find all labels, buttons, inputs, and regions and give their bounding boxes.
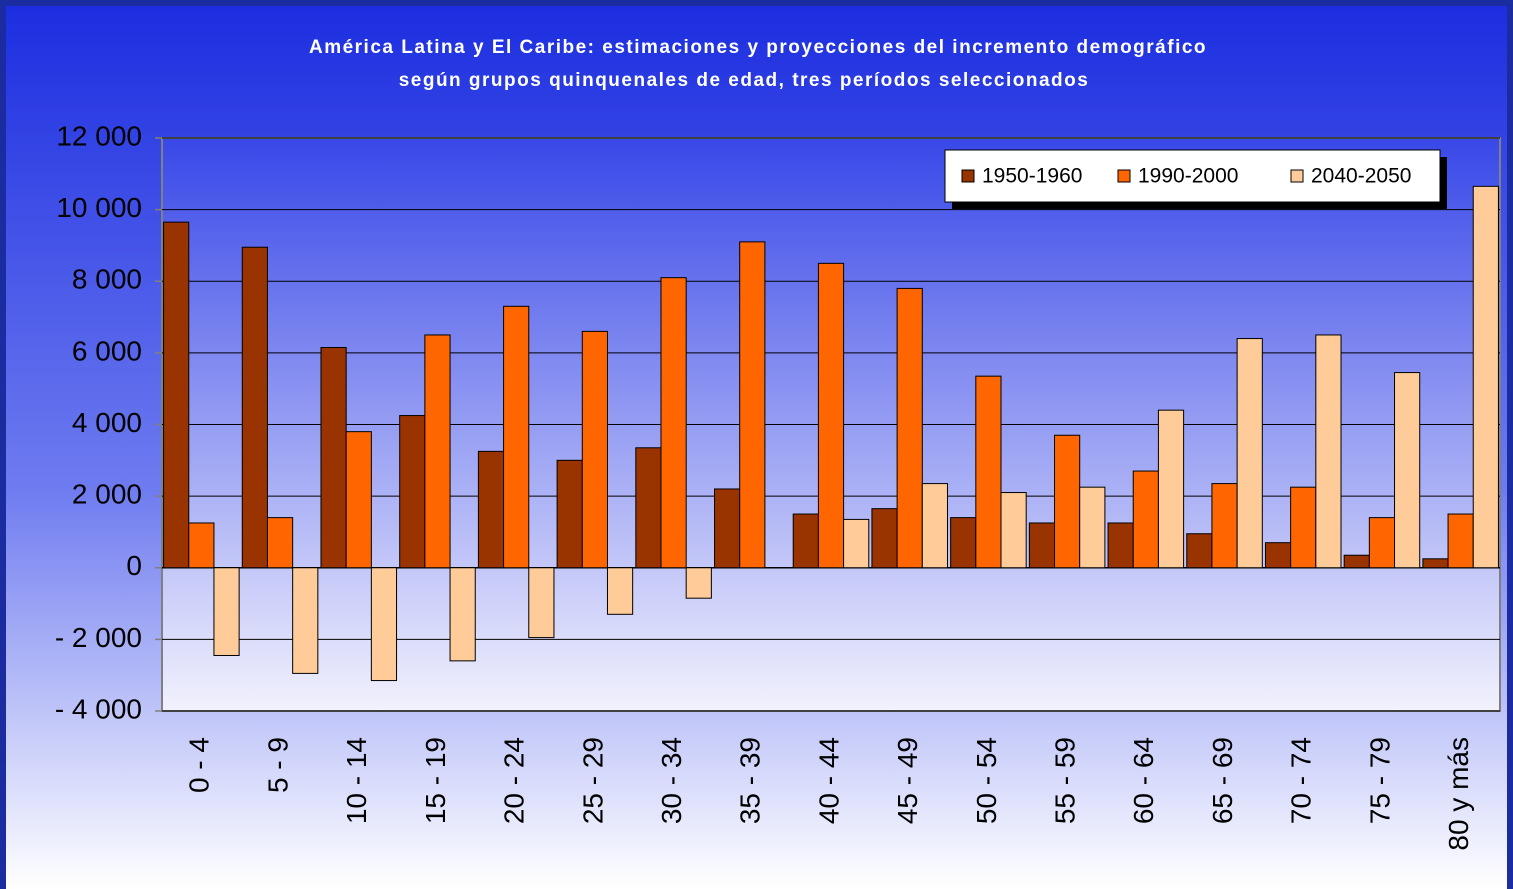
legend-label: 2040-2050 [1311, 165, 1411, 188]
x-tick-label: 70 - 74 [1286, 737, 1317, 824]
bar [1290, 486, 1317, 569]
x-tick-label: 45 - 49 [892, 737, 923, 824]
bar [950, 517, 977, 569]
bar [1447, 513, 1474, 569]
x-tick-label: 65 - 69 [1207, 737, 1238, 824]
chart-title: América Latina y El Caribe: estimaciones… [309, 37, 1207, 58]
bar [449, 567, 476, 662]
bar [1079, 486, 1106, 569]
legend-label: 1990-2000 [1138, 165, 1238, 188]
bar [1211, 483, 1238, 569]
y-tick-label: - 4 000 [55, 693, 142, 724]
x-tick-label: 25 - 29 [577, 737, 608, 824]
y-tick-label: 12 000 [56, 120, 142, 151]
y-tick-label: 10 000 [56, 192, 142, 223]
y-tick-label: 0 [126, 550, 142, 581]
bar [528, 567, 555, 639]
bar [266, 517, 294, 569]
bar [345, 431, 372, 569]
legend-swatch [1117, 169, 1131, 183]
bar [1368, 517, 1396, 569]
bar [1028, 522, 1056, 569]
y-tick-label: 8 000 [72, 264, 142, 295]
bar [370, 567, 398, 682]
bar [163, 221, 190, 569]
y-tick-label: 4 000 [72, 407, 142, 438]
legend-label: 1950-1960 [982, 165, 1082, 188]
bar [817, 262, 845, 569]
legend-swatch [1290, 169, 1304, 183]
x-tick-label: 30 - 34 [656, 737, 687, 824]
bar [1186, 533, 1213, 569]
x-tick-label: 5 - 9 [262, 737, 293, 793]
bar [1394, 372, 1421, 569]
bar [660, 277, 687, 569]
bar [792, 513, 819, 569]
chart-subtitle: según grupos quinquenales de edad, tres … [399, 70, 1090, 91]
x-tick-label: 75 - 79 [1364, 737, 1395, 824]
bar [503, 305, 530, 569]
bar [1315, 334, 1342, 569]
y-tick-label: - 2 000 [55, 622, 142, 653]
x-tick-label: 10 - 14 [341, 737, 372, 824]
x-tick-label: 50 - 54 [971, 737, 1002, 824]
bar [241, 246, 268, 569]
bar [1264, 542, 1292, 569]
bar [424, 334, 451, 569]
legend-swatch [961, 169, 975, 183]
bar [477, 450, 505, 569]
x-tick-label: 35 - 39 [735, 737, 766, 824]
bar [213, 567, 240, 656]
bar [1236, 338, 1263, 569]
bar [292, 567, 319, 674]
bar [714, 488, 741, 569]
bar [896, 287, 923, 569]
bar [1132, 470, 1159, 569]
bar [921, 483, 948, 569]
x-tick-label: 15 - 19 [420, 737, 451, 824]
x-tick-label: 40 - 44 [813, 737, 844, 824]
y-tick-label: 6 000 [72, 335, 142, 366]
bar [871, 508, 898, 569]
bar [685, 567, 712, 599]
bar [975, 375, 1002, 569]
bar [320, 347, 347, 569]
bar [1472, 185, 1499, 569]
bar [1422, 558, 1449, 569]
bar [739, 241, 766, 569]
bar [399, 415, 426, 569]
bar [843, 518, 870, 569]
x-tick-label: 60 - 64 [1128, 737, 1159, 824]
bar [606, 567, 634, 615]
bar [1157, 409, 1185, 569]
y-tick-label: 2 000 [72, 479, 142, 510]
x-tick-label: 55 - 59 [1050, 737, 1081, 824]
bar [556, 459, 583, 569]
bar [581, 330, 608, 569]
bar [1107, 522, 1134, 569]
bar [1343, 554, 1370, 569]
bar [635, 447, 662, 569]
x-tick-label: 80 y más [1443, 737, 1474, 851]
bar [1000, 492, 1027, 569]
bar [188, 522, 215, 569]
x-tick-label: 20 - 24 [499, 737, 530, 824]
legend [944, 149, 1441, 203]
x-tick-label: 0 - 4 [184, 737, 215, 793]
bar [1054, 434, 1081, 569]
